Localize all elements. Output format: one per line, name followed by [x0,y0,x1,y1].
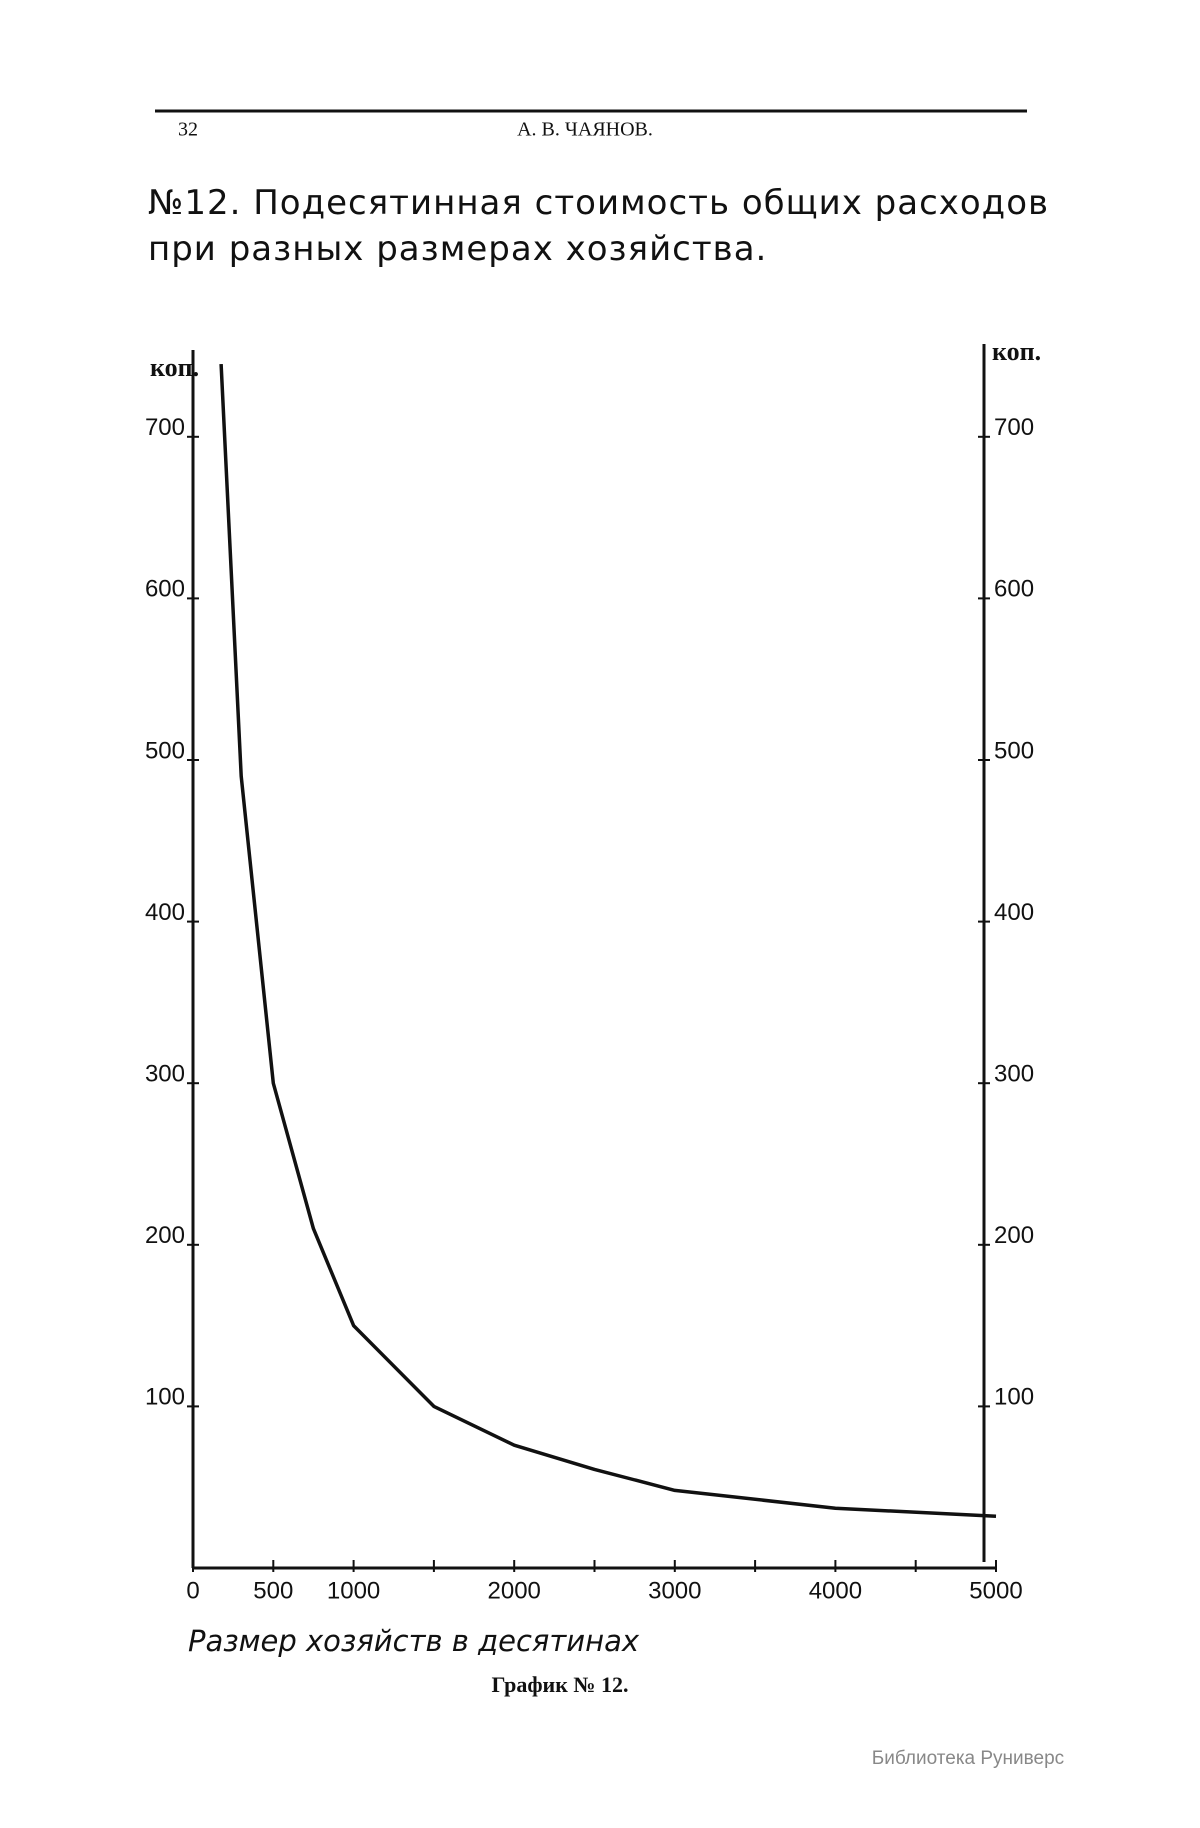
chart-title: №12. Подесятинная стоимость общих расход… [148,183,1050,269]
y-tick-label: 400 [145,899,185,926]
caption: График № 12. [491,1672,628,1697]
y-tick-label: 200 [145,1222,185,1249]
x-tick-label: 4000 [809,1577,862,1604]
y-tick-label-right: 500 [994,737,1034,764]
y-tick-label-right: 600 [994,576,1034,603]
y-tick-label-right: 700 [994,414,1034,441]
y-tick-label: 600 [145,576,185,603]
x-tick-label: 2000 [488,1577,541,1604]
y-tick-label-right: 300 [994,1061,1034,1088]
data-line [219,364,997,1519]
page-number: 32 [178,119,198,141]
y-tick-label: 700 [145,414,185,441]
x-tick-label: 3000 [648,1577,701,1604]
y-tick-label-right: 100 [994,1384,1034,1411]
x-tick-label: 5000 [969,1577,1022,1604]
watermark: Библиотека Руниверс [872,1748,1064,1769]
running-head: А. В. ЧАЯНОВ. [517,119,653,141]
y-tick-label-right: 400 [994,899,1034,926]
x-tick-label: 1000 [327,1577,380,1604]
y-axis-label-right: коп. [992,337,1041,366]
y-tick-label: 300 [145,1061,185,1088]
x-axis-label: Размер хозяйств в десятинах [188,1624,640,1658]
x-tick-label: 0 [186,1577,199,1604]
y-tick-label: 500 [145,737,185,764]
x-tick-label: 500 [253,1577,293,1604]
y-axis-label: коп. [150,353,199,382]
y-tick-label-right: 200 [994,1222,1034,1249]
y-tick-label: 100 [145,1384,185,1411]
